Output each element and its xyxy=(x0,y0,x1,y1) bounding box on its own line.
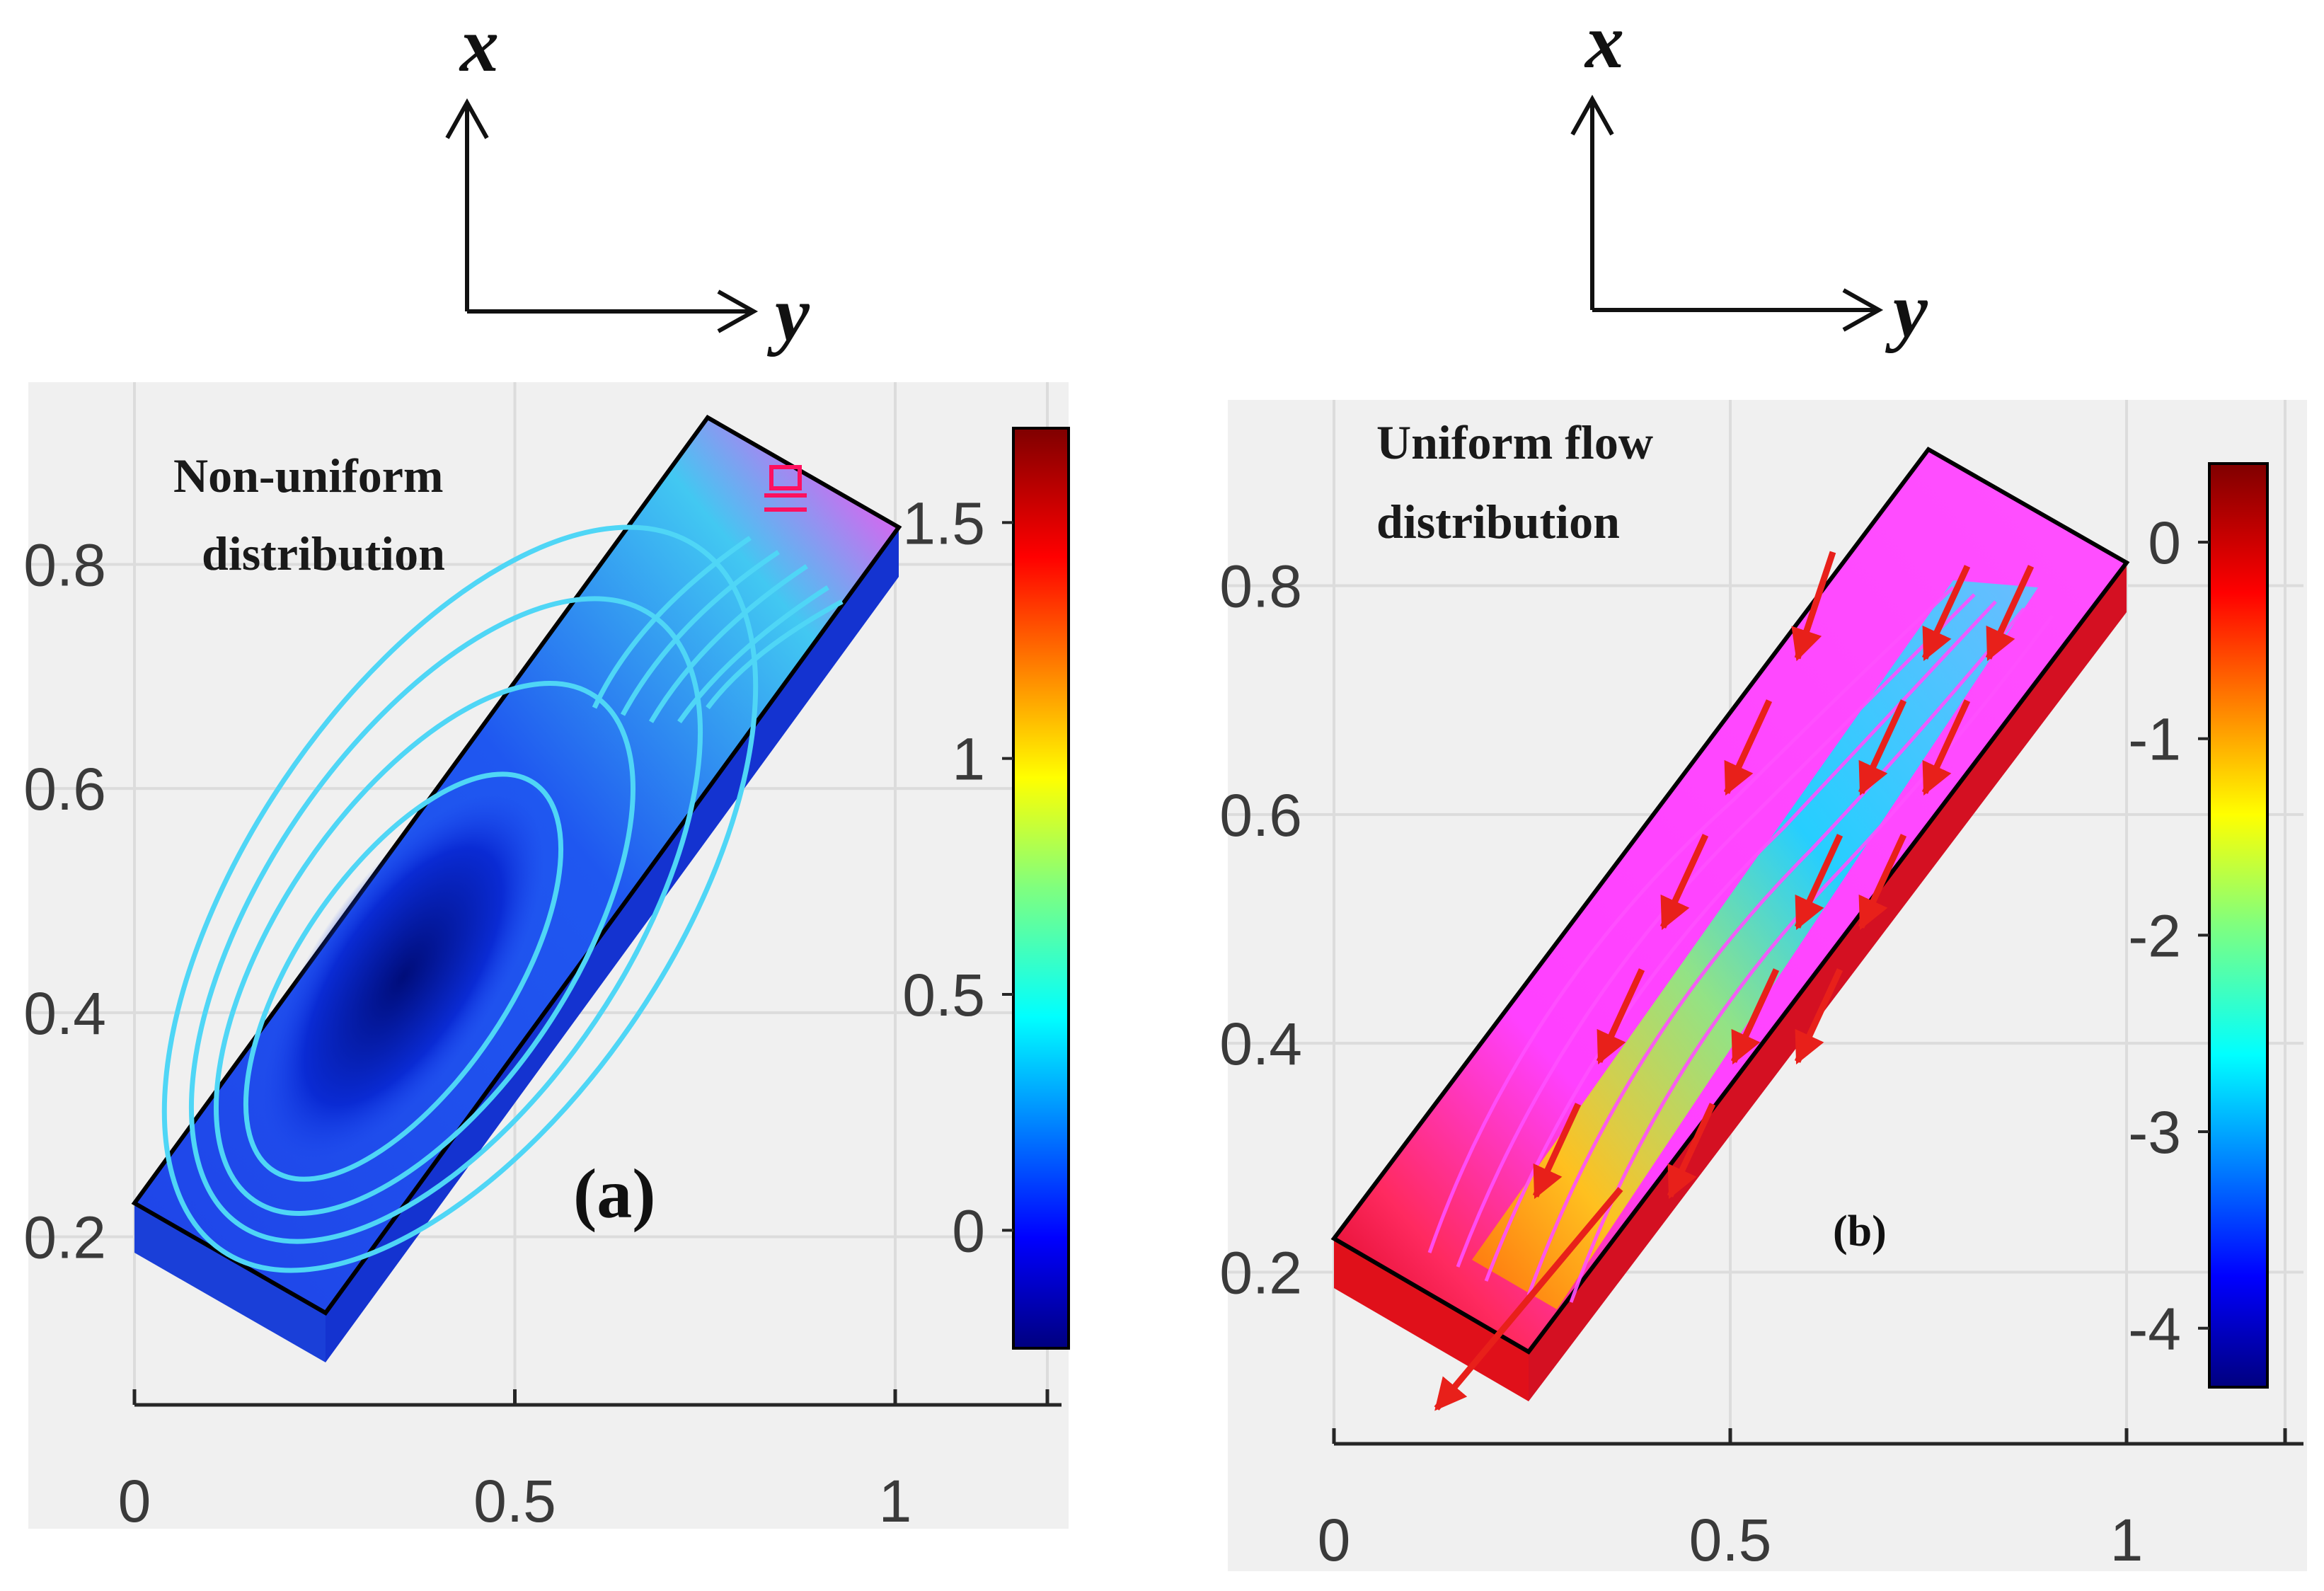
colorbar-tick-label-b: 0 xyxy=(2148,510,2181,576)
axis-arrow-label-horizontal-a: y xyxy=(766,270,810,357)
y-tick-label-a: 0.4 xyxy=(23,980,106,1047)
colorbar-tick-label-b: -1 xyxy=(2128,706,2181,773)
y-ticks-b: 0.2 0.4 0.6 0.8 xyxy=(1219,553,1302,1306)
axis-arrow-label-horizontal-b: y xyxy=(1885,267,1928,353)
colorbar-a xyxy=(1012,427,1070,1350)
y-tick-label-a: 0.6 xyxy=(23,756,106,822)
hot-spot-marks-a xyxy=(764,465,807,512)
colorbar-ticks-a: 0 0.5 1 1.5 xyxy=(902,490,1013,1264)
axis-arrow-label-vertical-a: x xyxy=(459,1,499,88)
contour-core-b xyxy=(1472,580,2038,1309)
x-tick-label-b: 0.5 xyxy=(1689,1507,1772,1573)
contour-lines-b xyxy=(1427,586,2054,1303)
axis-arrows-b xyxy=(1570,94,1884,332)
colorbar-tick-label-a: 0 xyxy=(952,1197,985,1264)
x-tick-label-b: 0 xyxy=(1318,1507,1351,1573)
x-ticks-b: 0 0.5 1 xyxy=(1318,1428,2287,1573)
low-value-core-a xyxy=(262,793,545,1161)
contour-lines-a xyxy=(161,524,844,1273)
panel-label-a: (a) xyxy=(573,1154,656,1233)
y-tick-label-b: 0.8 xyxy=(1219,553,1302,620)
colorbar-tick-label-a: 1 xyxy=(952,726,985,793)
y-tick-label-b: 0.6 xyxy=(1219,782,1302,849)
y-tick-label-a: 0.8 xyxy=(23,532,106,599)
x-tick-label-a: 0.5 xyxy=(473,1468,556,1534)
colorbar-tick-label-b: -3 xyxy=(2128,1099,2181,1166)
x-ticks-a: 0 0.5 1 xyxy=(118,1389,1049,1534)
colorbar-tick-label-a: 0.5 xyxy=(902,962,985,1028)
x-tick-label-a: 0 xyxy=(118,1468,151,1534)
y-ticks-a: 0.2 0.4 0.6 0.8 xyxy=(23,532,106,1271)
y-tick-label-b: 0.4 xyxy=(1219,1011,1302,1077)
panel-label-b: (b) xyxy=(1833,1207,1887,1256)
colorbar-tick-label-a: 1.5 xyxy=(902,490,985,556)
annotation-b-line1: Uniform flow xyxy=(1376,415,1653,469)
slab-side-front-a xyxy=(134,1203,326,1362)
annotation-b-line2: distribution xyxy=(1376,495,1620,548)
annotation-a-line2: distribution xyxy=(202,527,445,580)
slab-side-right-a xyxy=(326,527,899,1362)
panel-a: 0 0.5 1 0.20.40.60.8 00.511.5 Non-uniform … xyxy=(23,1,1070,1534)
axis-arrows-a xyxy=(445,98,759,333)
colorbar-ticks-b: -4 -3 -2 -1 0 xyxy=(2128,510,2209,1362)
panel-b: 0 0.5 1 0.20.40.60.8 -4-3-2-10 Uniform flo… xyxy=(1219,0,2307,1573)
x-tick-label-b: 1 xyxy=(2110,1507,2144,1573)
colorbar-b xyxy=(2208,462,2269,1389)
axis-arrow-label-vertical-b: x xyxy=(1584,0,1624,84)
colorbar-tick-label-b: -2 xyxy=(2128,902,2181,969)
y-tick-label-a: 0.2 xyxy=(23,1205,106,1271)
flow-arrows-b xyxy=(1434,551,2035,1411)
y-tick-label-b: 0.2 xyxy=(1219,1240,1302,1306)
colorbar-tick-label-b: -4 xyxy=(2128,1296,2181,1362)
x-tick-label-a: 1 xyxy=(879,1468,912,1534)
annotation-a-line1: Non-uniform xyxy=(173,449,444,502)
